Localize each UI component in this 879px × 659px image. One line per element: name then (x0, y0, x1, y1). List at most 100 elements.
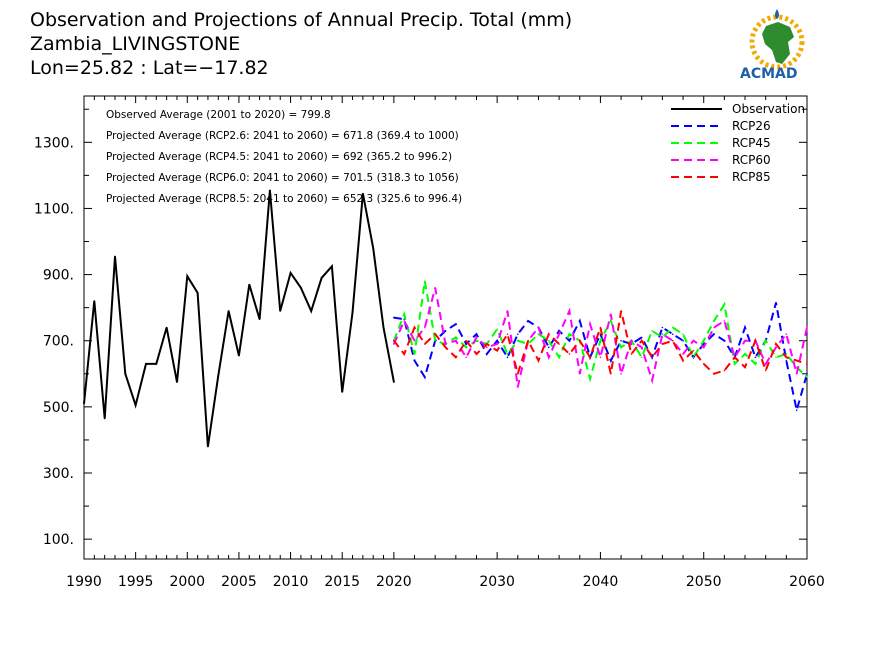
series-point-rcp60 (496, 343, 498, 345)
series-point-rcp26 (682, 339, 684, 342)
series-point-rcp45 (558, 356, 560, 359)
series-point-rcp60 (764, 363, 767, 365)
legend-label-rcp26: RCP26 (732, 119, 771, 133)
y-tick-label: 1100. (34, 201, 74, 217)
series-point-rcp85 (558, 343, 560, 345)
series-point-rcp85 (486, 343, 488, 345)
series-point-rcp60 (599, 356, 602, 359)
series-point-observation (196, 291, 199, 294)
series-point-rcp85 (496, 349, 498, 352)
series-point-rcp26 (713, 333, 715, 335)
series-point-rcp45 (806, 376, 808, 378)
series-point-rcp26 (609, 359, 612, 362)
y-tick-label: 700. (43, 334, 74, 350)
annotation-observed: Observed Average (2001 to 2020) = 799.8 (106, 109, 331, 121)
series-point-rcp85 (651, 356, 653, 359)
series-point-rcp26 (424, 376, 426, 378)
annotation-rcp60: Projected Average (RCP6.0: 2041 to 2060)… (106, 172, 459, 184)
series-point-rcp45 (413, 353, 416, 355)
series-point-observation (289, 272, 292, 274)
series-point-rcp60 (589, 323, 591, 325)
series-point-rcp85 (785, 356, 788, 359)
series-point-rcp85 (527, 339, 529, 342)
series-point-rcp45 (744, 353, 746, 355)
annotation-rcp45: Projected Average (RCP4.5: 2041 to 2060)… (106, 151, 452, 163)
series-point-rcp60 (651, 379, 653, 382)
plot-frame (83, 95, 808, 560)
series-point-rcp45 (733, 363, 736, 365)
series-point-observation (393, 381, 395, 383)
series-point-rcp26 (527, 320, 529, 322)
x-axis-labels: 1990 1995 2000 2005 2010 2015 2020 2030 2040 2050… (66, 574, 825, 590)
series-point-rcp60 (630, 339, 633, 342)
series-point-rcp60 (558, 333, 560, 335)
series-point-rcp26 (465, 343, 467, 345)
series-point-rcp45 (754, 363, 757, 365)
series-point-rcp85 (640, 339, 643, 342)
series-point-observation (331, 265, 333, 268)
series-point-rcp26 (661, 326, 664, 329)
series-point-rcp45 (424, 280, 426, 283)
series-point-observation (279, 310, 282, 312)
series-point-rcp26 (517, 333, 519, 335)
series-point-rcp85 (723, 369, 726, 372)
series-point-rcp85 (806, 363, 808, 365)
series-point-rcp85 (465, 339, 467, 342)
series-point-rcp85 (713, 373, 715, 375)
series-point-rcp26 (754, 356, 757, 359)
x-tick-label: 2005 (221, 574, 257, 590)
series-point-rcp60 (609, 313, 612, 316)
series-point-rcp45 (465, 346, 467, 349)
series-point-rcp85 (609, 373, 612, 375)
series-point-rcp85 (671, 339, 674, 342)
annotation-rcp85: Projected Average (RCP8.5: 2041 to 2060)… (106, 193, 462, 205)
series-point-rcp26 (547, 346, 550, 349)
series-point-rcp45 (640, 356, 643, 359)
series-point-rcp45 (568, 333, 571, 335)
series-point-rcp60 (661, 333, 664, 335)
series-point-observation (269, 189, 271, 192)
x-tick-label: 2010 (273, 574, 309, 590)
series-point-rcp26 (785, 359, 788, 362)
series-point-rcp60 (640, 346, 643, 349)
series-point-rcp45 (455, 336, 457, 339)
series-point-rcp26 (578, 320, 581, 322)
series-point-observation (217, 374, 220, 377)
series-point-rcp85 (413, 326, 416, 329)
series-point-rcp60 (455, 339, 457, 342)
series-point-rcp85 (568, 353, 571, 355)
series-point-rcp26 (393, 316, 395, 319)
series-layer (83, 189, 808, 448)
series-point-rcp60 (568, 310, 571, 312)
series-point-rcp85 (517, 373, 519, 375)
series-point-rcp45 (702, 339, 705, 342)
series-point-observation (114, 255, 116, 258)
series-point-rcp26 (640, 336, 643, 339)
series-point-rcp45 (496, 328, 498, 330)
series-point-rcp60 (434, 287, 436, 289)
series-point-observation (382, 326, 385, 329)
series-point-rcp60 (702, 346, 705, 349)
y-axis-labels: 100. 300. 500. 700. 900. 1100. 1300. (34, 135, 74, 548)
series-point-observation (372, 247, 375, 249)
series-point-rcp45 (692, 356, 695, 359)
series-point-observation (93, 300, 96, 302)
series-point-rcp85 (424, 343, 426, 345)
africa-map-logo: ACMAD (740, 9, 805, 82)
series-point-rcp60 (393, 343, 395, 345)
series-point-rcp60 (506, 310, 509, 312)
series-point-observation (320, 277, 323, 279)
station-name: Zambia_LIVINGSTONE (30, 33, 240, 55)
series-point-rcp45 (506, 353, 509, 355)
series-line-rcp60 (392, 287, 808, 388)
series-point-rcp45 (517, 339, 519, 342)
series-point-rcp85 (506, 333, 509, 335)
series-point-rcp60 (578, 373, 581, 375)
series-point-rcp85 (630, 353, 633, 355)
series-point-rcp85 (434, 333, 436, 335)
annotation-rcp26: Projected Average (RCP2.6: 2041 to 2060)… (106, 130, 459, 142)
series-point-rcp45 (599, 339, 602, 342)
y-tick-label: 300. (43, 466, 74, 482)
series-point-rcp60 (424, 326, 426, 329)
series-point-observation (351, 311, 354, 314)
